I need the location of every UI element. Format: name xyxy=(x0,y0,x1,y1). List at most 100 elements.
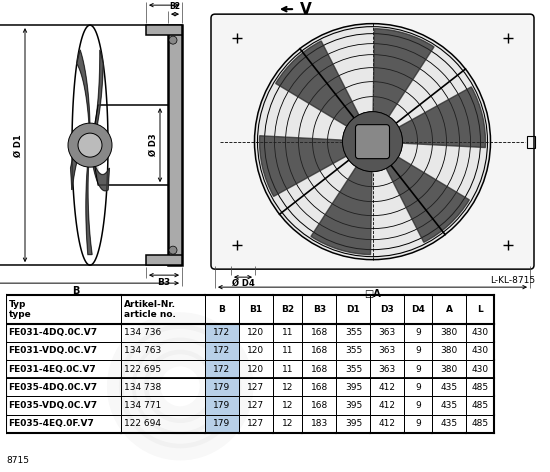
Text: 122 694: 122 694 xyxy=(124,419,161,428)
Text: D1: D1 xyxy=(346,305,360,314)
Text: 9: 9 xyxy=(415,383,421,392)
Text: 9: 9 xyxy=(415,328,421,337)
Text: 134 763: 134 763 xyxy=(124,346,162,355)
Text: 12: 12 xyxy=(282,419,293,428)
Text: 12: 12 xyxy=(282,401,293,410)
Bar xyxy=(205,360,239,378)
Text: 485: 485 xyxy=(472,401,489,410)
Text: B1: B1 xyxy=(157,0,170,2)
Text: V: V xyxy=(300,1,312,17)
Text: 168: 168 xyxy=(311,365,328,374)
Bar xyxy=(205,342,239,360)
Text: 9: 9 xyxy=(415,419,421,428)
Text: 179: 179 xyxy=(213,401,230,410)
Text: 127: 127 xyxy=(248,401,265,410)
Circle shape xyxy=(68,123,112,167)
Text: 134 738: 134 738 xyxy=(124,383,162,392)
Text: D3: D3 xyxy=(381,305,394,314)
Text: 172: 172 xyxy=(213,346,230,355)
Text: 9: 9 xyxy=(415,346,421,355)
Text: 168: 168 xyxy=(311,401,328,410)
Text: L-KL-8715: L-KL-8715 xyxy=(490,276,535,285)
Text: 363: 363 xyxy=(379,328,396,337)
Text: 380: 380 xyxy=(441,346,458,355)
Bar xyxy=(205,396,239,415)
Circle shape xyxy=(343,112,403,172)
Circle shape xyxy=(169,36,177,44)
Bar xyxy=(205,378,239,396)
Text: 172: 172 xyxy=(213,365,230,374)
Text: 134 771: 134 771 xyxy=(124,401,162,410)
Wedge shape xyxy=(311,164,372,254)
Text: 9: 9 xyxy=(415,401,421,410)
Text: 11: 11 xyxy=(282,328,293,337)
Polygon shape xyxy=(86,163,92,254)
Text: 485: 485 xyxy=(472,383,489,392)
Text: 355: 355 xyxy=(345,365,362,374)
Text: D4: D4 xyxy=(411,305,425,314)
Text: B1: B1 xyxy=(249,305,262,314)
Text: 179: 179 xyxy=(213,419,230,428)
Text: B3: B3 xyxy=(313,305,326,314)
Text: 179: 179 xyxy=(213,383,230,392)
FancyBboxPatch shape xyxy=(211,14,534,269)
Wedge shape xyxy=(276,41,360,128)
Text: 183: 183 xyxy=(311,419,328,428)
Text: 11: 11 xyxy=(282,346,293,355)
Text: 12: 12 xyxy=(282,383,293,392)
Circle shape xyxy=(255,24,491,260)
Text: 168: 168 xyxy=(311,383,328,392)
Text: 120: 120 xyxy=(248,346,265,355)
Polygon shape xyxy=(94,50,103,138)
Bar xyxy=(205,324,239,342)
Text: 395: 395 xyxy=(345,383,362,392)
Text: Ø D3: Ø D3 xyxy=(149,134,158,156)
Text: B: B xyxy=(218,305,226,314)
Text: Artikel-Nr.
article no.: Artikel-Nr. article no. xyxy=(124,300,177,319)
Text: 127: 127 xyxy=(248,383,265,392)
Text: 395: 395 xyxy=(345,401,362,410)
Text: B2: B2 xyxy=(169,2,180,11)
Text: 363: 363 xyxy=(379,365,396,374)
Text: Ø D1: Ø D1 xyxy=(14,134,23,157)
Polygon shape xyxy=(92,159,109,191)
Circle shape xyxy=(78,133,102,157)
Text: Ø D4: Ø D4 xyxy=(232,279,254,288)
Text: B: B xyxy=(72,286,80,296)
Text: 485: 485 xyxy=(472,419,489,428)
Polygon shape xyxy=(77,50,90,124)
Text: FE035-4DQ.0C.V7: FE035-4DQ.0C.V7 xyxy=(8,383,97,392)
Text: 127: 127 xyxy=(248,419,265,428)
Text: 355: 355 xyxy=(345,346,362,355)
Text: B2: B2 xyxy=(281,305,294,314)
Text: 168: 168 xyxy=(311,328,328,337)
Text: L: L xyxy=(477,305,483,314)
Text: FE031-4DQ.0C.V7: FE031-4DQ.0C.V7 xyxy=(8,328,97,337)
Polygon shape xyxy=(95,105,98,185)
FancyBboxPatch shape xyxy=(355,125,389,159)
Text: 435: 435 xyxy=(441,419,458,428)
Text: 168: 168 xyxy=(311,346,328,355)
Bar xyxy=(205,415,239,433)
Text: 9: 9 xyxy=(415,365,421,374)
Text: FE035-VDQ.0C.V7: FE035-VDQ.0C.V7 xyxy=(8,401,97,410)
Text: 435: 435 xyxy=(441,401,458,410)
Text: FE031-4EQ.0C.V7: FE031-4EQ.0C.V7 xyxy=(8,365,96,374)
Text: 355: 355 xyxy=(345,328,362,337)
Text: 412: 412 xyxy=(379,383,396,392)
Wedge shape xyxy=(260,136,349,196)
Text: 120: 120 xyxy=(248,328,265,337)
Text: 122 695: 122 695 xyxy=(124,365,162,374)
Circle shape xyxy=(169,246,177,254)
Text: 435: 435 xyxy=(441,383,458,392)
Text: 412: 412 xyxy=(379,419,396,428)
Text: FE035-4EQ.0F.V7: FE035-4EQ.0F.V7 xyxy=(8,419,95,428)
Wedge shape xyxy=(385,156,469,242)
Text: □A: □A xyxy=(364,289,381,299)
Bar xyxy=(146,255,182,265)
Text: 120: 120 xyxy=(248,365,265,374)
Text: B3: B3 xyxy=(157,278,170,287)
Text: A: A xyxy=(446,305,453,314)
Text: 380: 380 xyxy=(441,328,458,337)
Text: 363: 363 xyxy=(379,346,396,355)
